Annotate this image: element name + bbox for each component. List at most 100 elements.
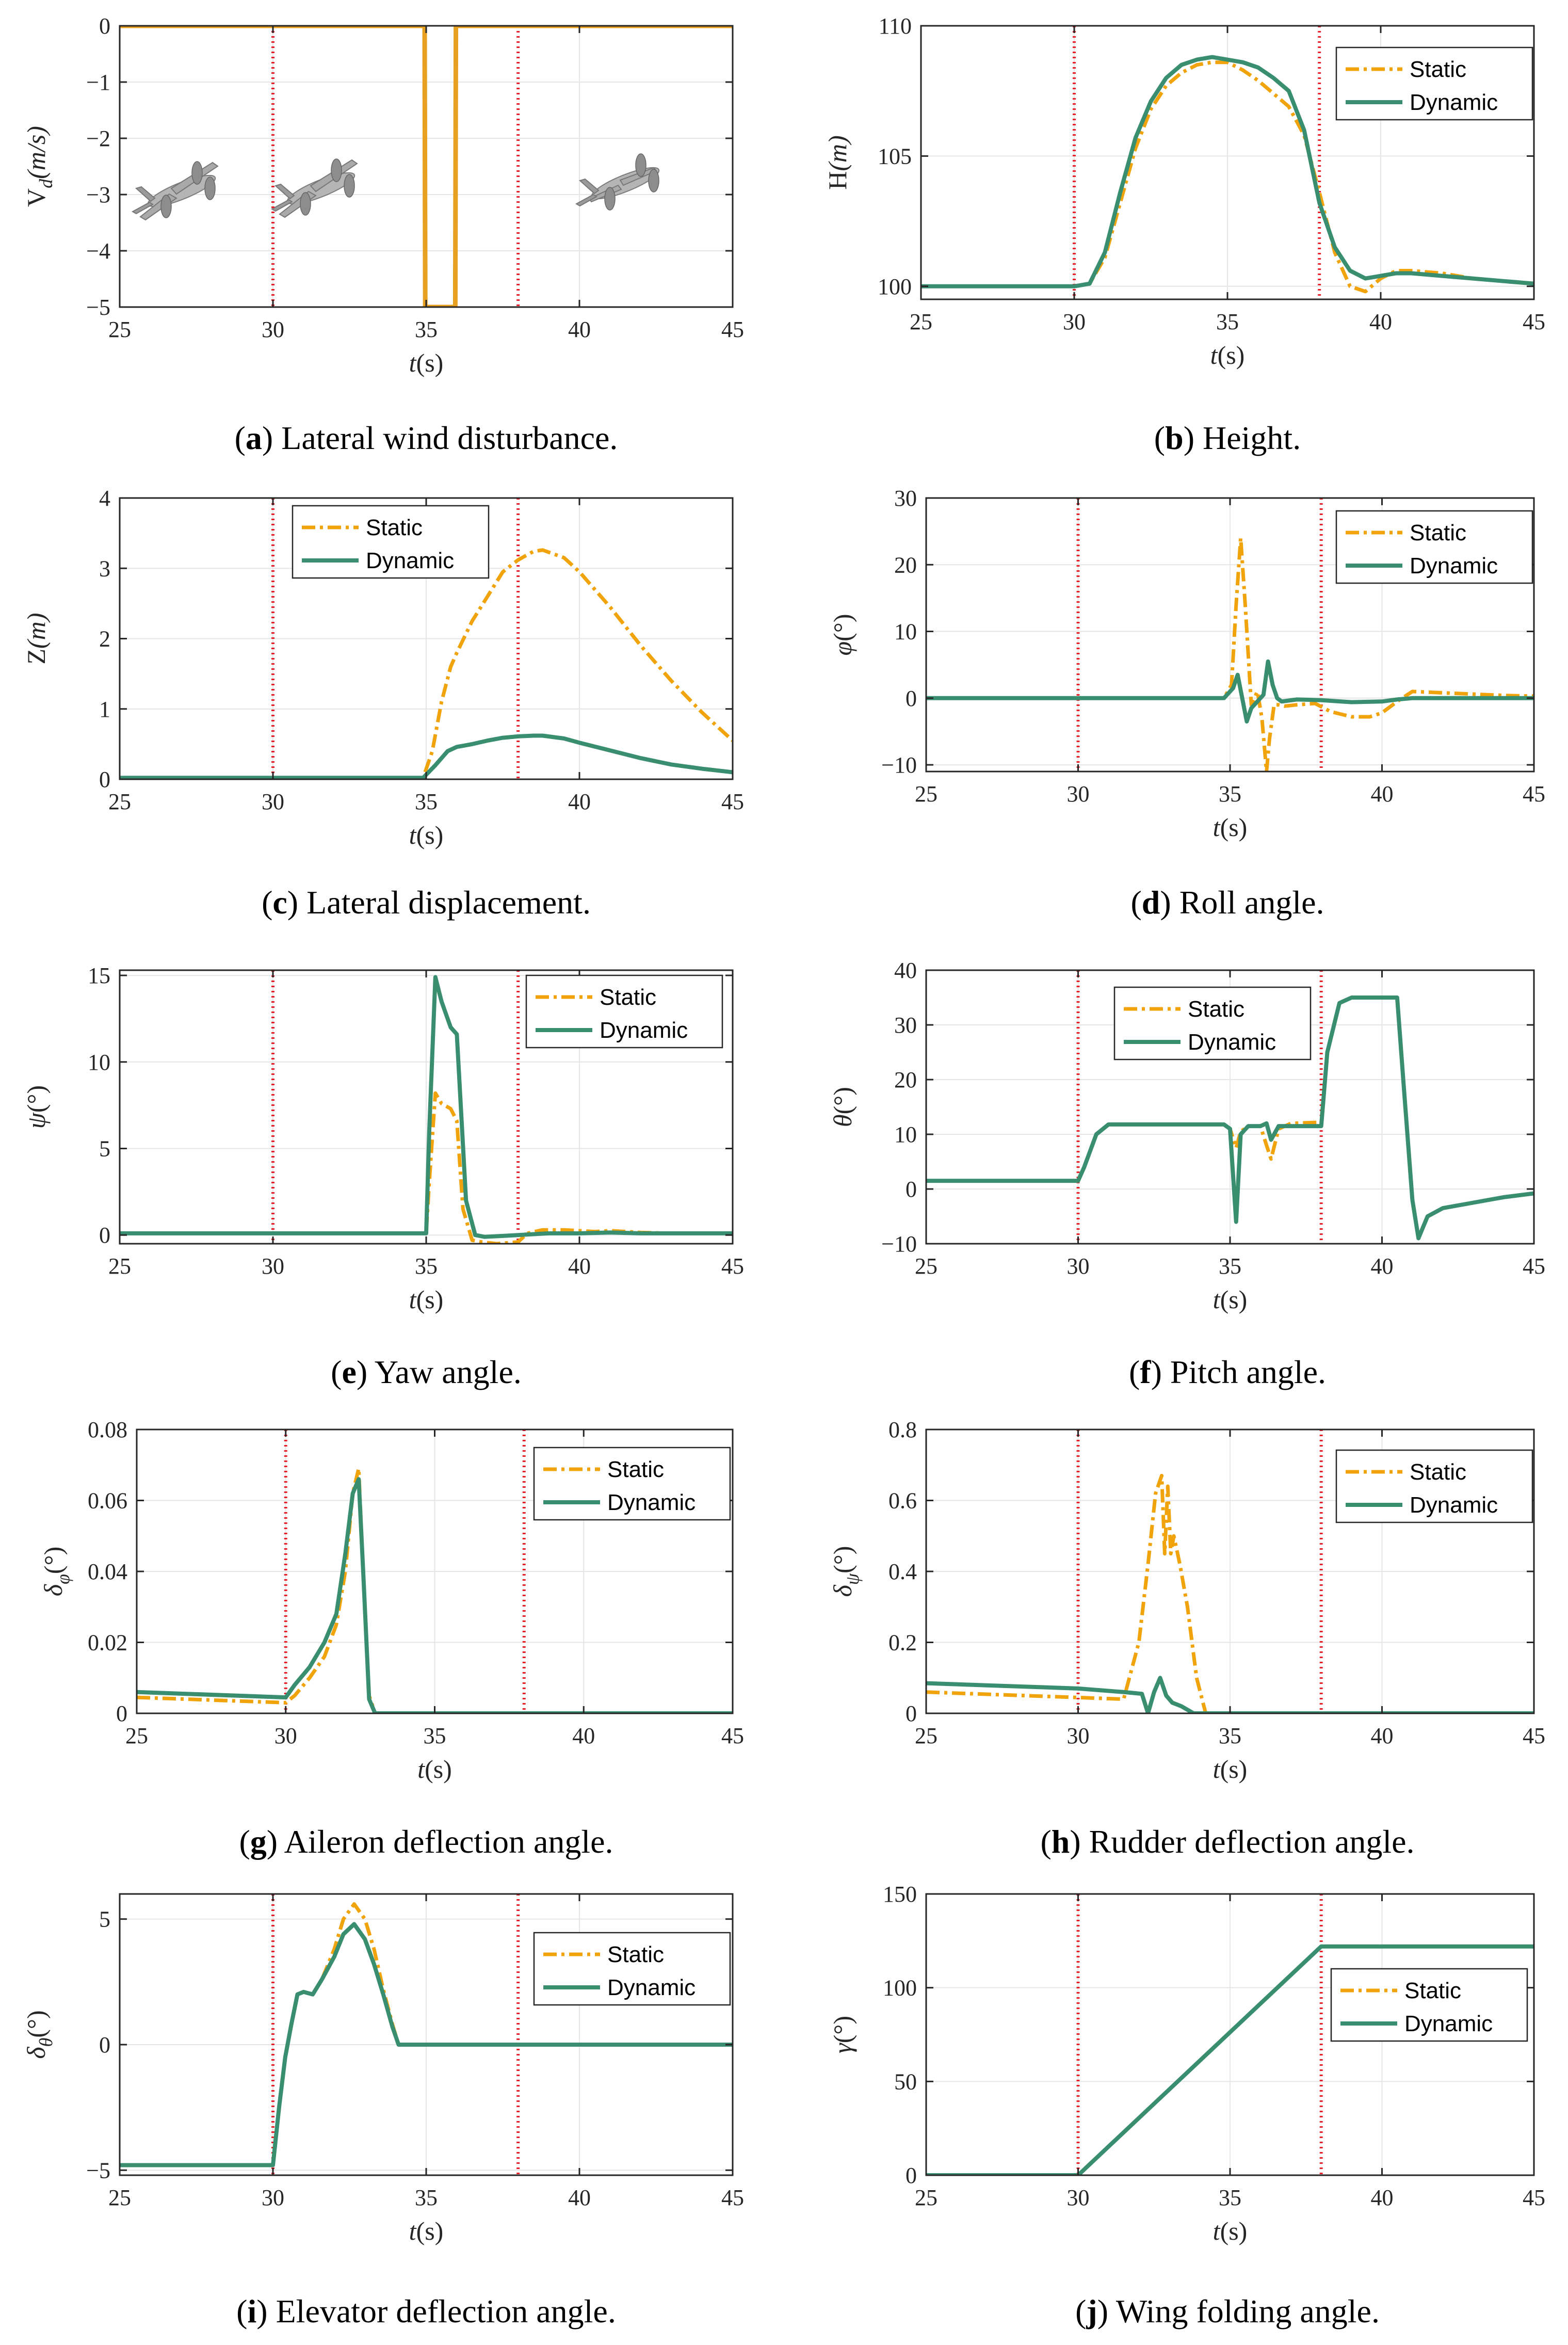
y-axis-label: δψ(°) [828, 1546, 863, 1597]
panel-i: 25 30 35 40 4550−5t(s)δθ(°)StaticDynamic(i) … [22, 1893, 744, 2330]
caption-paren: ( [1130, 884, 1141, 921]
caption-letter: c [272, 884, 287, 921]
series-dynamic-line [120, 733, 733, 779]
x-tick-label: 45 [721, 317, 744, 342]
y-tick-label: 4 [99, 486, 110, 511]
panel-b: 25 30 35 40 45 100 105 110 t(s) H(m) Static Dynamic… [823, 13, 1545, 456]
x-tick-label: 35 [415, 2185, 438, 2210]
caption-paren: ( [1129, 1354, 1140, 1390]
series-static-line [926, 536, 1534, 772]
x-tick-label: 45 [721, 1723, 744, 1748]
y-tick-label: 20 [894, 552, 917, 577]
y-tick-label: 0.6 [888, 1488, 917, 1514]
aircraft-icon-cruise [131, 161, 219, 221]
x-tick-label: 25 [915, 2185, 937, 2210]
caption-letter: j [1086, 2293, 1097, 2330]
caption-letter: i [247, 2293, 256, 2330]
x-axis-unit: (s) [1220, 1755, 1248, 1784]
x-tick-label: 40 [1371, 1723, 1394, 1748]
panel-d: 25 30 35 40 45 30 20 10 0 −10 t(s) φ(°) Static Dynami… [828, 486, 1545, 921]
caption-letter: b [1165, 420, 1184, 456]
series-dynamic-line [926, 995, 1534, 1241]
legend-box [525, 974, 723, 1049]
series-dynamic-line [926, 659, 1534, 724]
x-axis-unit: (s) [1220, 2216, 1248, 2245]
legend-label-static: Static [1410, 1459, 1466, 1485]
y-tick-label: 105 [878, 143, 912, 169]
y-axis-label: Z(m) [22, 613, 51, 665]
y-axis-variable: δ [828, 1584, 857, 1597]
y-tick-label: 15 [88, 963, 110, 988]
caption-i: (i) Elevator deflection angle. [236, 2293, 616, 2330]
y-tick-label: 0 [906, 2163, 917, 2188]
y-axis-unit: (°) [22, 2010, 51, 2037]
x-tick-label: 45 [1523, 1723, 1545, 1748]
y-tick-label: 0 [906, 1177, 917, 1202]
caption-letter: e [342, 1354, 356, 1390]
x-tick-label: 25 [125, 1723, 148, 1748]
y-tick-label: 40 [894, 958, 917, 983]
y-tick-label: 150 [883, 1882, 917, 1907]
y-axis-subscript: θ [36, 2038, 56, 2047]
x-axis-unit: (s) [416, 1285, 444, 1314]
caption-text: Roll angle. [1171, 884, 1324, 921]
x-axis-unit: (s) [1220, 813, 1248, 842]
y-tick-label: 10 [88, 1050, 110, 1075]
legend-box [533, 1932, 731, 2006]
y-tick-label: 50 [894, 2069, 917, 2094]
caption-paren: ) [1097, 2293, 1108, 2330]
y-tick-label: 30 [894, 1013, 917, 1038]
caption-paren: ) [1151, 1354, 1162, 1390]
y-tick-label: 0.2 [888, 1630, 917, 1656]
caption-letter: d [1142, 884, 1160, 921]
caption-paren: ) [267, 1823, 278, 1860]
x-tick-label: 45 [1523, 1254, 1545, 1279]
y-tick-label: 0.04 [88, 1559, 127, 1584]
y-tick-label: 0 [116, 1701, 127, 1726]
legend-label-static: Static [600, 985, 656, 1010]
y-tick-label: 1 [99, 697, 110, 722]
y-axis-label: H(m) [823, 135, 852, 190]
x-tick-label: 25 [108, 789, 131, 814]
y-axis-label: Vd(m/s) [22, 126, 56, 207]
aircraft-icon-hover [575, 153, 660, 211]
series-dynamic-line [120, 975, 733, 1239]
x-tick-label: 30 [262, 317, 284, 342]
x-tick-label: 35 [1219, 1254, 1241, 1279]
x-tick-label: 45 [1523, 2185, 1545, 2210]
x-tick-label: 30 [1067, 1254, 1090, 1279]
caption-paren: ( [1040, 1823, 1051, 1860]
x-tick-label: 35 [415, 317, 438, 342]
y-axis-unit: (m) [823, 135, 852, 171]
legend: Static Dynamic [533, 1932, 731, 2006]
x-tick-label: 25 [108, 2185, 131, 2210]
caption-c: (c) Lateral displacement. [262, 884, 591, 921]
caption-text: Aileron deflection angle. [278, 1823, 613, 1860]
y-tick-label: −3 [86, 182, 110, 207]
x-tick-label: 45 [1523, 781, 1545, 807]
panel-j: 25 30 35 40 45 150 100 50 0 t(s) γ(°) Static Dynamic… [828, 1882, 1545, 2330]
caption-text: Elevator deflection angle. [268, 2293, 616, 2330]
y-tick-label: 0 [906, 686, 917, 711]
caption-g: (g) Aileron deflection angle. [239, 1823, 613, 1860]
y-axis-label: θ(°) [828, 1087, 857, 1127]
y-axis-label: ψ(°) [22, 1085, 51, 1129]
y-axis-variable: δ [22, 2047, 51, 2059]
x-tick-label: 35 [1219, 781, 1241, 807]
legend-label-static: Static [1404, 1978, 1461, 2003]
caption-b: (b) Height. [1154, 420, 1301, 456]
x-axis-label: t(s) [417, 1755, 452, 1784]
y-tick-label: 0 [99, 2032, 110, 2058]
legend: Static Dynamic [533, 1447, 731, 1521]
caption-paren: ) [1184, 420, 1194, 456]
y-tick-label: 10 [894, 619, 917, 645]
x-tick-label: 35 [424, 1723, 446, 1748]
caption-letter: h [1052, 1823, 1070, 1860]
panel-h: 25 30 35 40 45 0.8 0.6 0.4 0.2 0 t(s) δψ(°) Static Dy… [828, 1417, 1545, 1860]
y-axis-variable: φ [828, 641, 857, 656]
x-tick-label: 30 [262, 1254, 284, 1279]
y-axis-variable: ψ [22, 1112, 51, 1129]
x-tick-label: 40 [568, 317, 591, 342]
x-axis-variable: t [409, 821, 417, 849]
x-axis-variable: t [1213, 813, 1221, 842]
